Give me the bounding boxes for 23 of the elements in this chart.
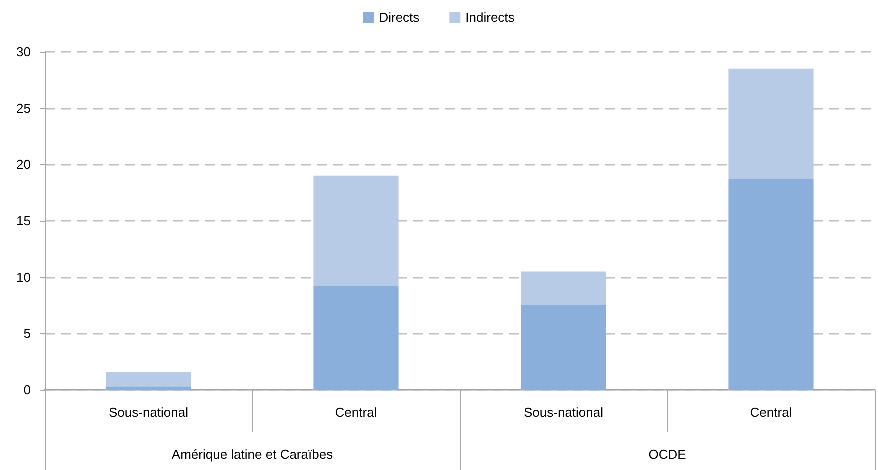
bar xyxy=(106,386,192,390)
bar xyxy=(728,68,814,180)
bar xyxy=(106,372,192,387)
text: OCDE xyxy=(648,447,687,462)
bar xyxy=(314,286,399,390)
bar xyxy=(521,272,606,306)
legend-label: Directs xyxy=(379,10,420,25)
x-tick-label: Sous-national xyxy=(524,405,604,420)
text: Amérique latine et Caraïbes xyxy=(172,447,334,462)
x-tick-label: Sous-national xyxy=(109,405,189,420)
x-tick-label: Central xyxy=(335,405,378,420)
y-tick-label: 20 xyxy=(16,157,31,172)
y-tick-label: 15 xyxy=(16,214,31,228)
y-tick-label: 30 xyxy=(16,44,31,60)
y-tick-label: 10 xyxy=(16,270,31,285)
bar xyxy=(728,179,814,390)
legend-label: Indirects xyxy=(466,10,516,25)
bar xyxy=(314,176,399,286)
bar xyxy=(521,306,606,390)
y-tick-label: 25 xyxy=(16,100,31,116)
y-tick-label: 0 xyxy=(24,382,31,398)
x-tick-label: Central xyxy=(750,405,792,420)
y-tick-label: 5 xyxy=(24,326,31,342)
